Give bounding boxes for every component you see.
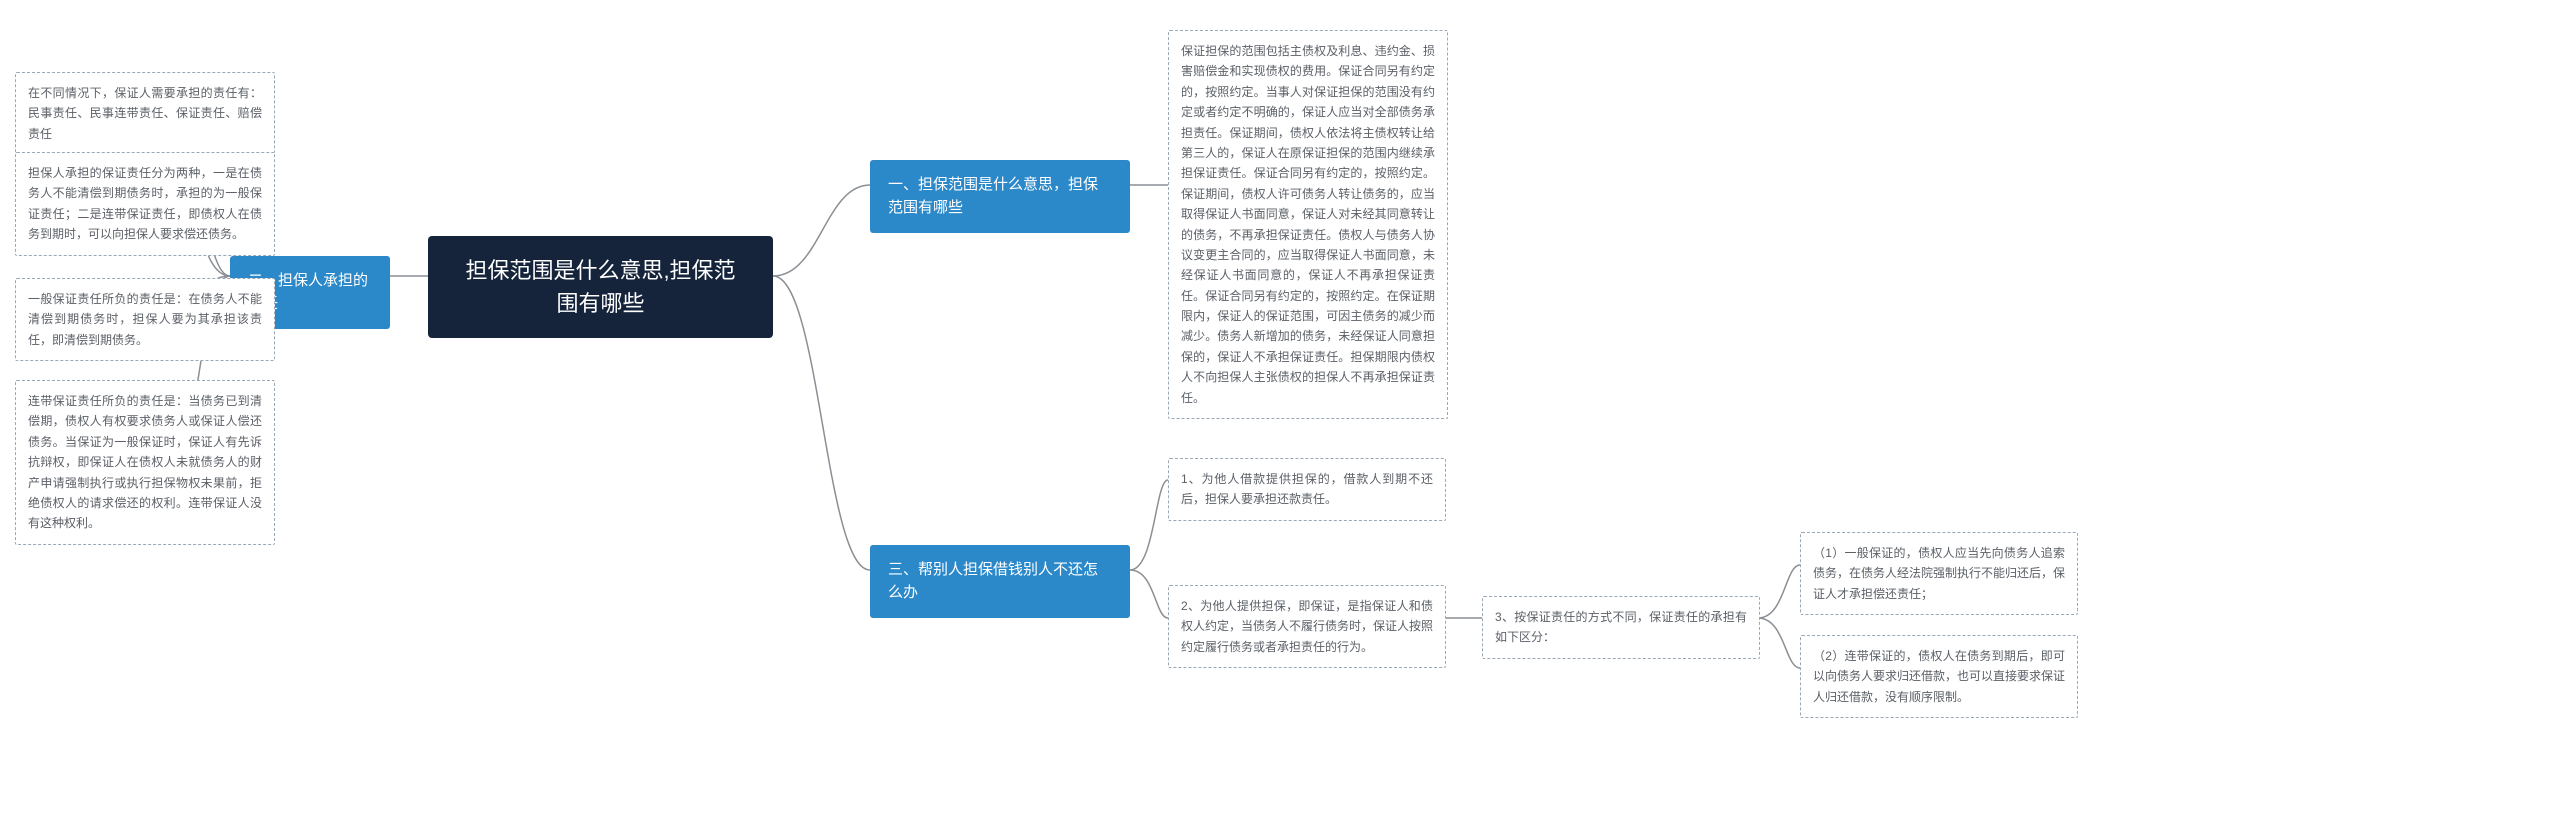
branch-2-leaf-c: 一般保证责任所负的责任是：在债务人不能清偿到期债务时，担保人要为其承担该责任，即… [15, 278, 275, 361]
branch-3-leaf-c2-text: （2）连带保证的，债权人在债务到期后，即可以向债务人要求归还借款，也可以直接要求… [1813, 649, 2065, 704]
branch-1-leaf: 保证担保的范围包括主债权及利息、违约金、损害赔偿金和实现债权的费用。保证合同另有… [1168, 30, 1448, 419]
branch-2-leaf-a-text: 在不同情况下，保证人需要承担的责任有：民事责任、民事连带责任、保证责任、赔偿责任 [28, 86, 262, 141]
branch-3-title: 三、帮别人担保借钱别人不还怎么办 [888, 559, 1112, 604]
branch-2-leaf-d: 连带保证责任所负的责任是：当债务已到清偿期，债权人有权要求债务人或保证人偿还债务… [15, 380, 275, 545]
branch-1: 一、担保范围是什么意思，担保范围有哪些 [870, 160, 1130, 233]
branch-2-leaf-d-text: 连带保证责任所负的责任是：当债务已到清偿期，债权人有权要求债务人或保证人偿还债务… [28, 394, 262, 530]
branch-3-leaf-c: 3、按保证责任的方式不同，保证责任的承担有如下区分： [1482, 596, 1760, 659]
branch-3-leaf-b-text: 2、为他人提供担保，即保证，是指保证人和债权人约定，当债务人不履行债务时，保证人… [1181, 599, 1433, 654]
branch-2-leaf-b: 担保人承担的保证责任分为两种，一是在债务人不能清偿到期债务时，承担的为一般保证责… [15, 152, 275, 256]
branch-2-leaf-b-text: 担保人承担的保证责任分为两种，一是在债务人不能清偿到期债务时，承担的为一般保证责… [28, 166, 262, 241]
root-node: 担保范围是什么意思,担保范围有哪些 [428, 236, 773, 338]
branch-3: 三、帮别人担保借钱别人不还怎么办 [870, 545, 1130, 618]
branch-3-leaf-c1-text: （1）一般保证的，债权人应当先向债务人追索债务，在债务人经法院强制执行不能归还后… [1813, 546, 2065, 601]
branch-1-title: 一、担保范围是什么意思，担保范围有哪些 [888, 174, 1112, 219]
root-title: 担保范围是什么意思,担保范围有哪些 [456, 254, 745, 320]
branch-3-leaf-b: 2、为他人提供担保，即保证，是指保证人和债权人约定，当债务人不履行债务时，保证人… [1168, 585, 1446, 668]
branch-3-leaf-c2: （2）连带保证的，债权人在债务到期后，即可以向债务人要求归还借款，也可以直接要求… [1800, 635, 2078, 718]
branch-2-leaf-a: 在不同情况下，保证人需要承担的责任有：民事责任、民事连带责任、保证责任、赔偿责任 [15, 72, 275, 155]
branch-2-leaf-c-text: 一般保证责任所负的责任是：在债务人不能清偿到期债务时，担保人要为其承担该责任，即… [28, 292, 262, 347]
branch-3-leaf-c-text: 3、按保证责任的方式不同，保证责任的承担有如下区分： [1495, 610, 1747, 644]
branch-3-leaf-a-text: 1、为他人借款提供担保的，借款人到期不还后，担保人要承担还款责任。 [1181, 472, 1433, 506]
branch-1-leaf-text: 保证担保的范围包括主债权及利息、违约金、损害赔偿金和实现债权的费用。保证合同另有… [1181, 44, 1435, 405]
branch-3-leaf-a: 1、为他人借款提供担保的，借款人到期不还后，担保人要承担还款责任。 [1168, 458, 1446, 521]
branch-3-leaf-c1: （1）一般保证的，债权人应当先向债务人追索债务，在债务人经法院强制执行不能归还后… [1800, 532, 2078, 615]
